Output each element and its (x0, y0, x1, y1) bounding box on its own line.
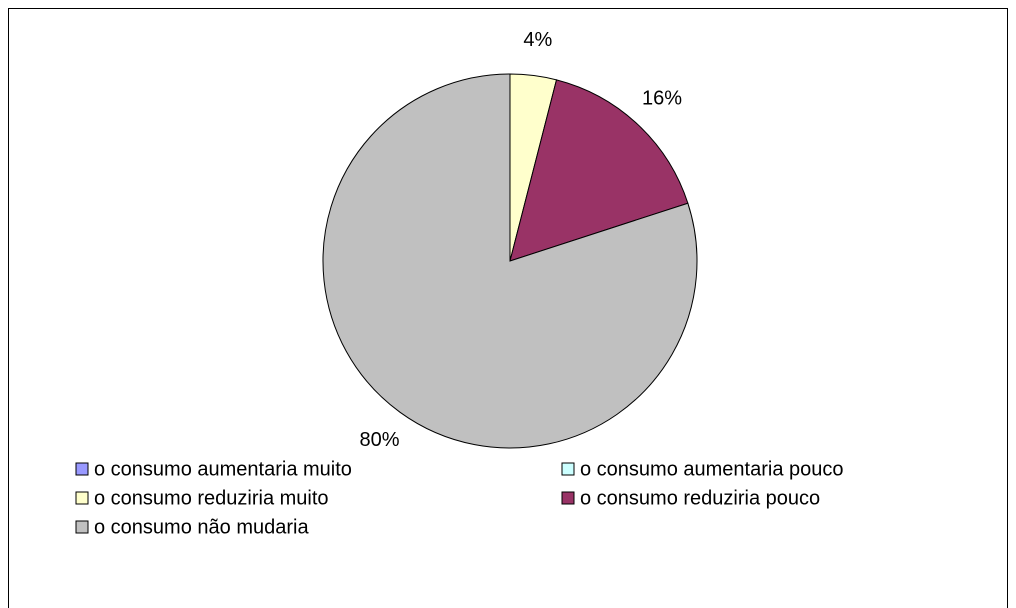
legend-swatch (561, 462, 575, 476)
data-label: 16% (642, 87, 682, 109)
legend-label: o consumo aumentaria muito (94, 458, 352, 480)
legend-label: o consumo reduziria muito (94, 487, 329, 509)
pie-slice (322, 73, 698, 449)
legend: o consumo aumentaria muito o consumo aume… (75, 458, 844, 538)
data-label: 4% (523, 29, 552, 51)
pie: 4% 16% 80% (322, 29, 698, 451)
legend-swatch (561, 491, 575, 505)
legend-label: o consumo aumentaria pouco (580, 458, 844, 480)
legend-label: o consumo não mudaria (94, 516, 309, 538)
legend-label: o consumo reduziria pouco (580, 487, 820, 509)
legend-swatch (75, 520, 89, 534)
legend-swatch (75, 462, 89, 476)
data-label: 80% (359, 429, 399, 451)
pie-slice (509, 79, 689, 262)
legend-swatch (75, 491, 89, 505)
